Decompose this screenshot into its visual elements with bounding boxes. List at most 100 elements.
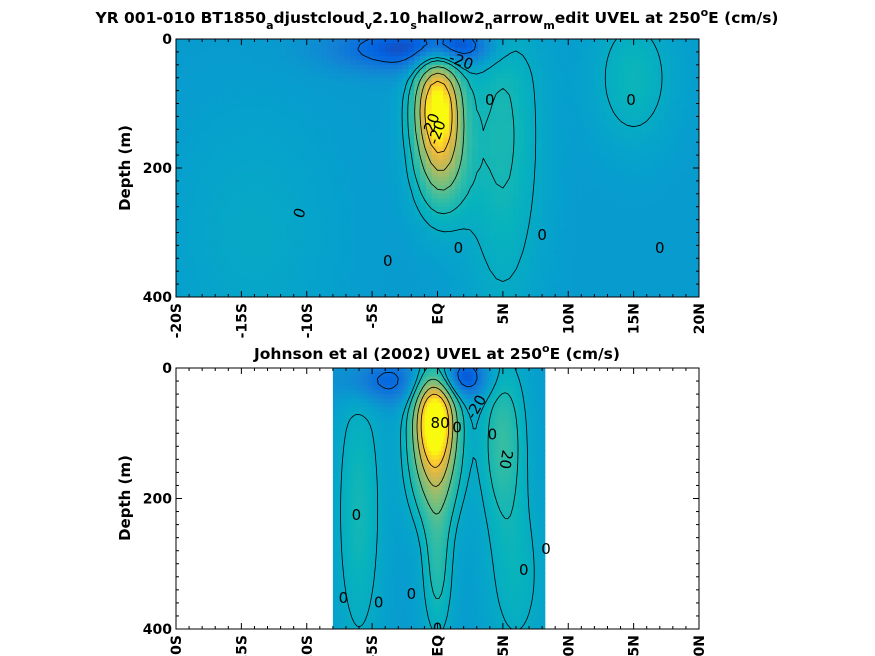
heatmap-cell	[524, 223, 532, 229]
heatmap-cell	[199, 125, 206, 130]
heatmap-cell	[588, 112, 595, 117]
heatmap-cell	[594, 116, 601, 122]
heatmap-cell	[356, 223, 363, 229]
heatmap-cell	[396, 60, 404, 66]
heatmap-cell	[524, 206, 532, 212]
heatmap-cell	[257, 211, 264, 216]
heatmap-cell	[234, 249, 241, 255]
heatmap-cell	[489, 245, 497, 251]
heatmap-cell	[483, 90, 491, 96]
heatmap-cell	[280, 60, 288, 66]
heatmap-cell	[454, 73, 462, 79]
heatmap-cell	[199, 86, 206, 92]
heatmap-cell	[251, 198, 258, 203]
heatmap-cell	[507, 129, 514, 135]
heatmap-cell	[205, 232, 212, 238]
heatmap-cell	[408, 176, 415, 182]
heatmap-cell	[652, 236, 659, 242]
heatmap-cell	[280, 137, 288, 143]
heatmap-cell	[292, 262, 299, 268]
heatmap-cell	[495, 120, 503, 126]
heatmap-cell	[501, 120, 508, 126]
heatmap-cell	[344, 215, 351, 221]
heatmap-cell	[449, 86, 456, 92]
heatmap-cell	[193, 47, 200, 53]
heatmap-cell	[513, 236, 520, 242]
heatmap-cell	[582, 236, 590, 242]
heatmap-cell	[425, 249, 433, 255]
heatmap-cell	[338, 39, 346, 44]
heatmap-cell	[646, 266, 654, 272]
heatmap-cell	[600, 232, 607, 238]
heatmap-cell	[280, 245, 288, 251]
heatmap-cell	[356, 288, 363, 294]
heatmap-cell	[478, 125, 485, 130]
heatmap-cell	[228, 266, 235, 272]
heatmap-cell	[332, 172, 340, 178]
heatmap-cell	[205, 116, 212, 122]
heatmap-cell	[588, 142, 595, 148]
heatmap-cell	[309, 129, 317, 135]
heatmap-cell	[176, 146, 183, 152]
heatmap-cell	[361, 86, 369, 92]
heatmap-cell	[181, 245, 189, 251]
heatmap-cell	[327, 103, 334, 109]
heatmap-cell	[408, 284, 415, 289]
heatmap-cell	[268, 206, 276, 212]
heatmap-cell	[280, 168, 288, 173]
heatmap-cell	[588, 223, 595, 229]
heatmap-cell	[431, 262, 439, 268]
heatmap-cell	[571, 39, 578, 44]
heatmap-cell	[396, 189, 404, 195]
heatmap-cell	[425, 112, 433, 117]
heatmap-cell	[466, 86, 473, 92]
heatmap-cell	[245, 236, 253, 242]
heatmap-cell	[210, 245, 218, 251]
heatmap-cell	[385, 155, 392, 160]
heatmap-cell	[315, 107, 322, 113]
chart-title-top: YR 001-010 BT1850adjustcloudv2.10shallow…	[94, 6, 778, 32]
heatmap-cell	[216, 245, 224, 251]
heatmap-cell	[274, 228, 282, 234]
heatmap-cell	[617, 241, 625, 246]
heatmap-cell	[623, 189, 630, 195]
heatmap-cell	[193, 56, 200, 62]
heatmap-cell	[553, 262, 561, 268]
heatmap-cell	[507, 249, 514, 255]
heatmap-cell	[472, 228, 479, 234]
heatmap-cell	[315, 94, 322, 100]
heatmap-cell	[193, 180, 200, 186]
heatmap-cell	[623, 232, 630, 238]
heatmap-cell	[292, 116, 299, 122]
heatmap-cell	[251, 82, 258, 87]
heatmap-cell	[431, 82, 439, 87]
heatmap-cell	[408, 223, 415, 229]
heatmap-cell	[600, 266, 607, 272]
heatmap-cell	[652, 64, 659, 70]
title-part: edit UVEL at 250	[555, 9, 701, 27]
heatmap-cell	[629, 288, 636, 294]
heatmap-cell	[222, 60, 229, 66]
heatmap-cell	[379, 103, 386, 109]
heatmap-cell	[640, 185, 648, 191]
heatmap-cell	[553, 112, 561, 117]
heatmap-cell	[367, 215, 375, 221]
heatmap-cell	[536, 73, 543, 79]
heatmap-cell	[425, 215, 433, 221]
heatmap-cell	[181, 168, 189, 173]
title-part: YR 001-010 BT1850	[94, 9, 266, 27]
heatmap-cell	[536, 228, 543, 234]
heatmap-cell	[327, 116, 334, 122]
heatmap-cell	[356, 279, 363, 285]
heatmap-cell	[443, 206, 450, 212]
heatmap-cell	[315, 258, 322, 264]
heatmap-cell	[205, 279, 212, 285]
heatmap-cell	[542, 90, 549, 96]
heatmap-cell	[466, 189, 473, 195]
heatmap-cell	[600, 56, 607, 62]
heatmap-cell	[205, 245, 212, 251]
heatmap-cell	[588, 245, 595, 251]
heatmap-cell	[536, 86, 543, 92]
heatmap-cell	[210, 86, 218, 92]
heatmap-cell	[309, 206, 317, 212]
